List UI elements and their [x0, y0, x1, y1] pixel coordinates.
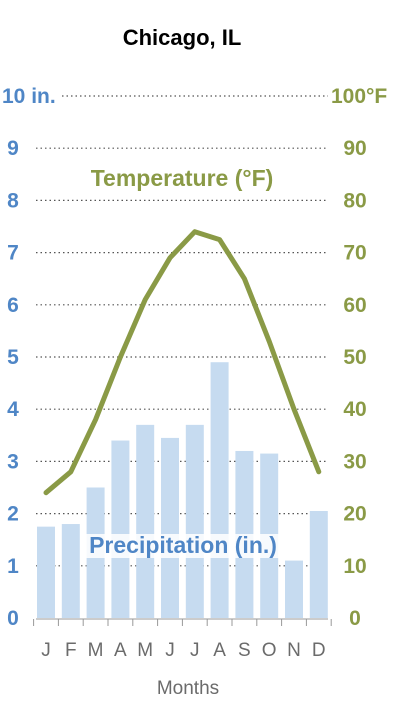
x-tick-label: F — [65, 640, 77, 661]
precipitation-label-backdrop — [85, 534, 281, 558]
right-tick-label: 60 — [343, 294, 366, 317]
x-tick-label: M — [137, 640, 153, 661]
right-tick-label: 40 — [343, 398, 366, 421]
x-tick-label: A — [213, 640, 226, 661]
left-tick-label: 5 — [7, 346, 19, 369]
precipitation-bar-d-11 — [309, 510, 328, 618]
left-tick-label: 1 — [7, 555, 19, 578]
x-tick-label: A — [114, 640, 127, 661]
precipitation-series-label: Precipitation (in.) — [89, 532, 277, 558]
right-tick-label: 30 — [343, 450, 366, 473]
temperature-line-group — [43, 229, 322, 496]
right-tick-label: 20 — [343, 503, 366, 526]
left-tick-label: 7 — [7, 242, 19, 265]
x-tick-label: M — [88, 640, 104, 661]
x-axis-label: Months — [157, 678, 219, 699]
temperature-series-label: Temperature (°F) — [91, 165, 274, 191]
precipitation-bar-m-4 — [136, 424, 155, 618]
right-tick-label: 0 — [349, 607, 361, 630]
x-tick-label: D — [312, 640, 326, 661]
temperature-line — [43, 229, 322, 496]
left-axis-ticks: 0 1 2 3 4 5 6 7 8 9 10 in. — [2, 85, 56, 630]
left-tick-label: 9 — [7, 137, 19, 160]
right-tick-label: 100°F — [331, 85, 387, 108]
left-tick-label: 6 — [7, 294, 19, 317]
gridlines — [36, 95, 328, 567]
left-tick-label: 8 — [7, 189, 19, 212]
precipitation-bar-j-5 — [161, 437, 179, 618]
x-tick-label: J — [190, 640, 200, 661]
x-tick-label: J — [41, 640, 51, 661]
left-tick-label: 4 — [7, 398, 19, 421]
x-tick-label: J — [165, 640, 175, 661]
x-tick-label: O — [262, 640, 277, 661]
precipitation-bar-a-7 — [210, 362, 229, 618]
precipitation-bar-f-1 — [61, 524, 80, 618]
left-tick-label: 3 — [7, 450, 19, 473]
right-tick-label: 50 — [343, 346, 366, 369]
left-tick-label: 0 — [7, 607, 19, 630]
precipitation-bar-j-0 — [37, 526, 55, 618]
right-tick-label: 70 — [343, 242, 366, 265]
x-tick-label: S — [238, 640, 251, 661]
x-tick-label: N — [287, 640, 301, 661]
right-tick-label: 90 — [343, 137, 366, 160]
precipitation-bar-n-10 — [285, 560, 303, 618]
chart-title: Chicago, IL — [123, 25, 242, 50]
right-axis-ticks: 0 10 20 30 40 50 60 70 80 90 100°F — [331, 85, 387, 630]
precipitation-bar-a-3 — [111, 440, 130, 618]
precipitation-bar-j-6 — [185, 424, 204, 618]
right-tick-label: 80 — [343, 189, 366, 212]
left-tick-label: 2 — [7, 503, 19, 526]
left-tick-label: 10 in. — [2, 85, 56, 108]
precipitation-bars — [37, 362, 328, 618]
right-tick-label: 10 — [343, 555, 366, 578]
